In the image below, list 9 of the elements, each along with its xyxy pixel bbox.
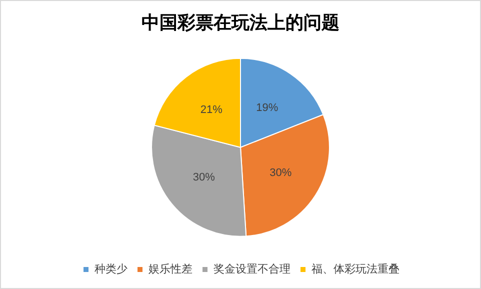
legend-label: 娱乐性差 — [148, 262, 192, 276]
chart-title: 中国彩票在玩法上的问题 — [142, 12, 340, 34]
data-label: 19% — [256, 102, 278, 114]
legend-label: 奖金设置不合理 — [214, 262, 290, 276]
legend-label: 福、体彩玩法重叠 — [312, 262, 400, 276]
data-label: 30% — [192, 172, 216, 184]
data-label: 21% — [200, 104, 223, 116]
data-label: 30% — [270, 166, 292, 179]
legend-label: 种类少 — [94, 262, 128, 276]
